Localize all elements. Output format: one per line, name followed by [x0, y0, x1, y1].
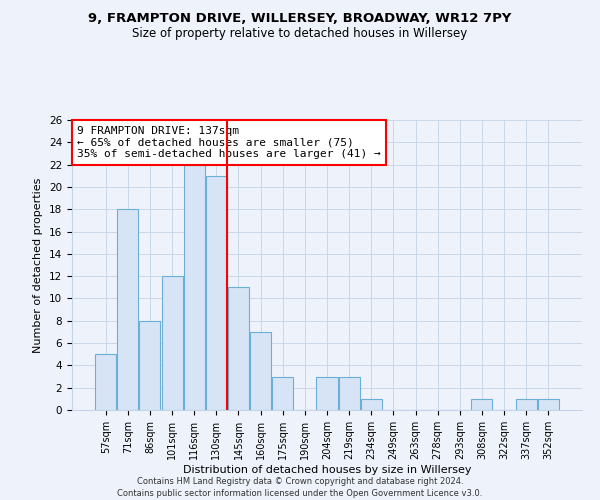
Bar [472, 399, 493, 410]
Text: Contains HM Land Registry data © Crown copyright and database right 2024.: Contains HM Land Registry data © Crown c… [137, 478, 463, 486]
Text: Size of property relative to detached houses in Willersey: Size of property relative to detached ho… [133, 28, 467, 40]
Bar [250, 332, 271, 410]
Bar [538, 399, 559, 410]
Bar [515, 399, 536, 410]
Bar [184, 164, 205, 410]
Bar [272, 376, 293, 410]
Text: 9, FRAMPTON DRIVE, WILLERSEY, BROADWAY, WR12 7PY: 9, FRAMPTON DRIVE, WILLERSEY, BROADWAY, … [88, 12, 512, 26]
Bar [338, 376, 359, 410]
X-axis label: Distribution of detached houses by size in Willersey: Distribution of detached houses by size … [183, 464, 471, 474]
Bar [316, 376, 338, 410]
Y-axis label: Number of detached properties: Number of detached properties [34, 178, 43, 352]
Text: Contains public sector information licensed under the Open Government Licence v3: Contains public sector information licen… [118, 489, 482, 498]
Bar [95, 354, 116, 410]
Bar [206, 176, 227, 410]
Bar [139, 321, 160, 410]
Bar [118, 209, 139, 410]
Bar [161, 276, 182, 410]
Bar [228, 288, 249, 410]
Bar [361, 399, 382, 410]
Text: 9 FRAMPTON DRIVE: 137sqm
← 65% of detached houses are smaller (75)
35% of semi-d: 9 FRAMPTON DRIVE: 137sqm ← 65% of detach… [77, 126, 381, 159]
